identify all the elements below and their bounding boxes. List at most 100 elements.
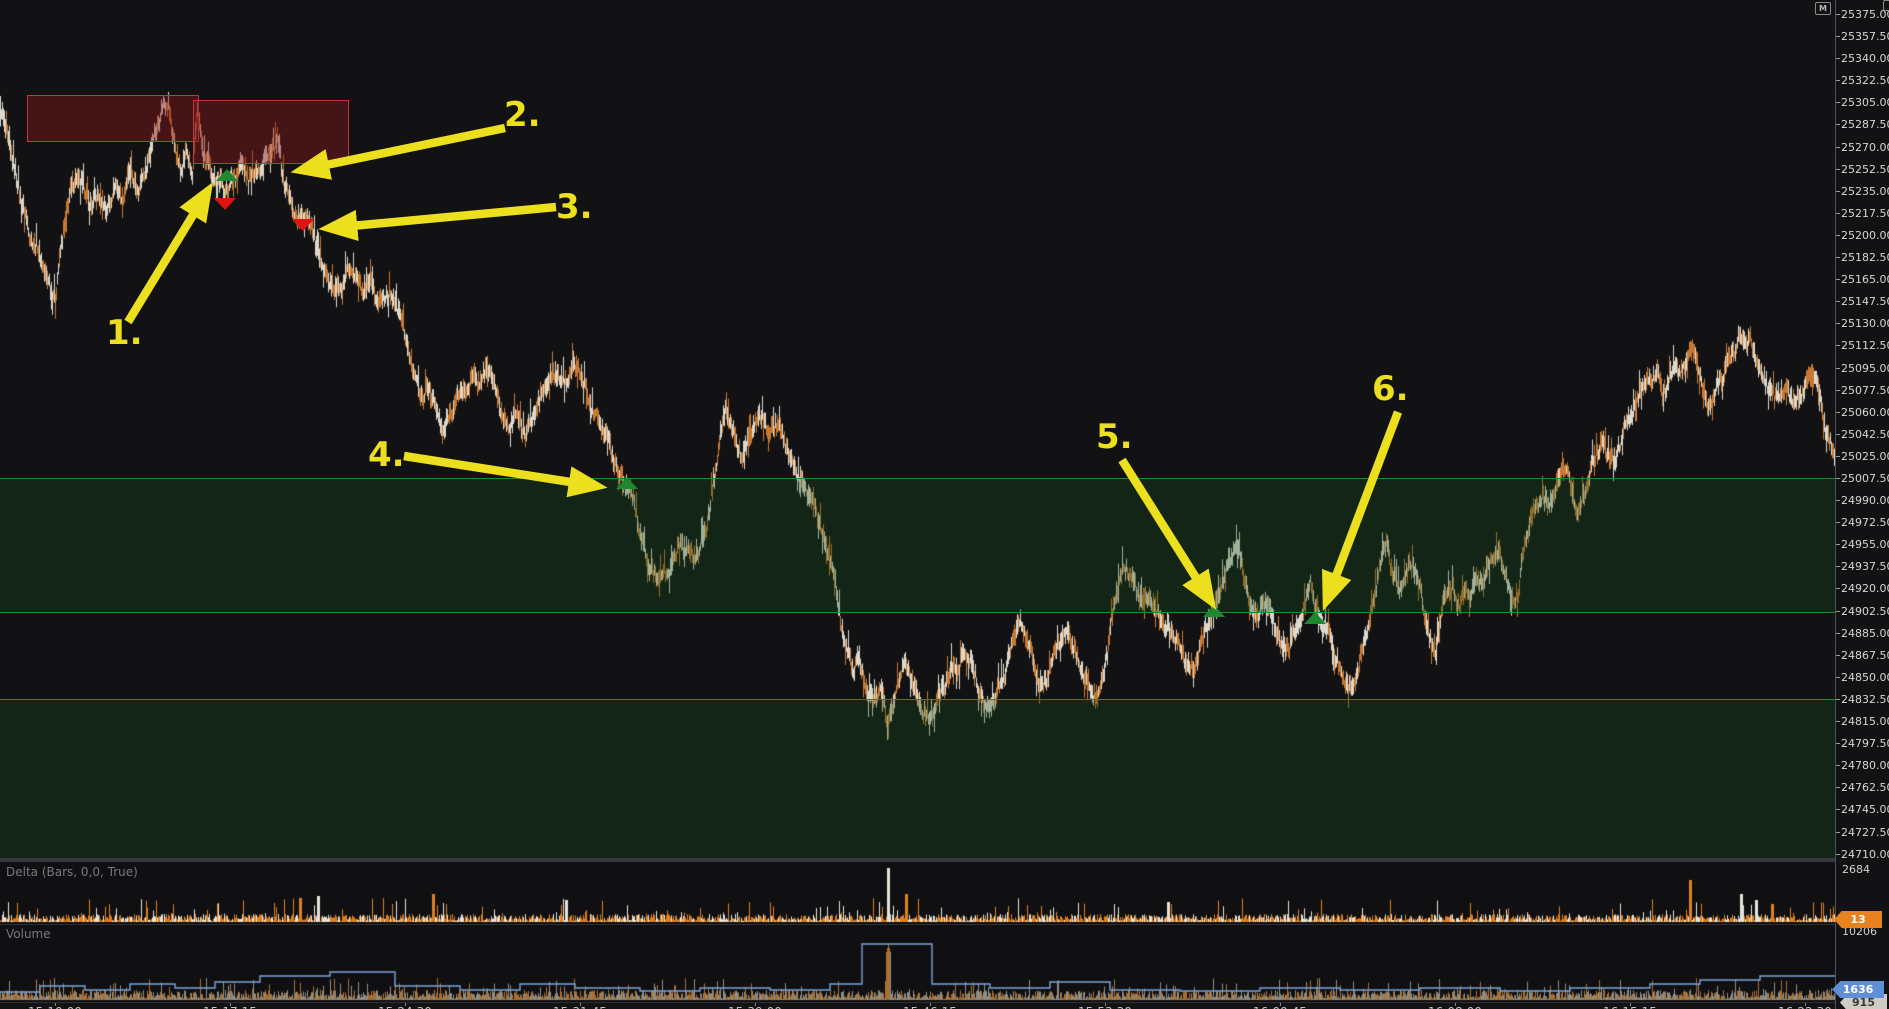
annotation-arrow-5[interactable] <box>1118 457 1217 610</box>
delta-volume-divider[interactable] <box>0 924 1835 925</box>
price-tick-label: 25375.00 <box>1841 8 1889 21</box>
price-tick-mark <box>1836 522 1840 524</box>
time-tick-mark <box>1630 1003 1631 1006</box>
price-tick-label: 25025.00 <box>1841 449 1889 463</box>
price-candles-canvas[interactable] <box>0 0 1835 858</box>
delta-value-badge: 13 <box>1834 911 1882 928</box>
annotation-arrow-3[interactable] <box>318 202 557 242</box>
price-tick-mark <box>1836 632 1840 634</box>
price-tick-label: 25042.50 <box>1841 427 1889 441</box>
price-tick-label: 25147.50 <box>1841 295 1889 309</box>
price-tick-mark <box>1836 323 1840 325</box>
price-tick-label: 25130.00 <box>1841 317 1889 331</box>
buy-marker-icon[interactable] <box>616 477 638 490</box>
price-tick-label: 25287.50 <box>1841 118 1889 132</box>
annotation-label-1[interactable]: 1. <box>106 313 143 353</box>
price-tick-label: 25357.50 <box>1841 30 1889 44</box>
buy-marker-icon[interactable] <box>216 169 238 182</box>
annotation-label-6[interactable]: 6. <box>1372 369 1409 409</box>
price-tick-mark <box>1836 654 1840 656</box>
price-tick-mark <box>1836 831 1840 833</box>
corner-icon[interactable] <box>1883 0 1889 11</box>
price-tick-label: 24867.50 <box>1841 648 1889 662</box>
price-tick-label: 24710.00 <box>1841 847 1889 861</box>
delta-pane[interactable]: Delta (Bars, 0,0, True) <box>0 862 1835 924</box>
price-tick-label: 25305.00 <box>1841 96 1889 110</box>
sell-marker-icon[interactable] <box>292 218 314 231</box>
price-tick-label: 25340.00 <box>1841 52 1889 66</box>
price-tick-mark <box>1836 80 1840 82</box>
price-tick-mark <box>1836 698 1840 700</box>
annotation-label-5[interactable]: 5. <box>1096 417 1133 457</box>
annotation-arrows[interactable] <box>0 0 1835 858</box>
price-tick-label: 24745.00 <box>1841 803 1889 817</box>
price-tick-label: 25270.00 <box>1841 140 1889 154</box>
price-tick-mark <box>1836 566 1840 568</box>
volume-max-value: 10206 <box>1842 925 1877 938</box>
price-tick-mark <box>1836 743 1840 745</box>
annotation-arrow-6[interactable] <box>1322 410 1402 611</box>
price-tick-mark <box>1836 455 1840 457</box>
volume-value-badge: 1636 <box>1832 981 1884 998</box>
price-tick-label: 24727.50 <box>1841 825 1889 839</box>
price-tick-label: 24990.00 <box>1841 494 1889 508</box>
price-tick-label: 24780.00 <box>1841 759 1889 773</box>
time-tick-label: 16:08:00 <box>1428 1006 1482 1009</box>
time-tick-mark <box>1280 1003 1281 1006</box>
price-tick-label: 24797.50 <box>1841 737 1889 751</box>
price-tick-label: 24920.00 <box>1841 582 1889 596</box>
annotation-arrow-4[interactable] <box>403 451 608 498</box>
time-tick-label: 15:10:00 <box>28 1006 82 1009</box>
price-tick-mark <box>1836 610 1840 612</box>
price-tick-label: 25182.50 <box>1841 251 1889 265</box>
price-axis[interactable]: 25375.00 25357.50 25340.00 25322.50 25305.00… <box>1835 0 1889 1009</box>
price-tick-label: 24885.00 <box>1841 626 1889 640</box>
price-tick-mark <box>1836 367 1840 369</box>
price-tick-label: 24955.00 <box>1841 538 1889 552</box>
time-tick-mark <box>1805 1003 1806 1006</box>
price-tick-label: 25095.00 <box>1841 361 1889 375</box>
price-tick-mark <box>1836 544 1840 546</box>
price-tick-mark <box>1836 124 1840 126</box>
price-tick-label: 25165.00 <box>1841 273 1889 287</box>
volume-study-label[interactable]: Volume <box>6 927 51 941</box>
price-tick-mark <box>1836 36 1840 38</box>
price-tick-mark <box>1836 168 1840 170</box>
price-tick-label: 25060.00 <box>1841 405 1889 419</box>
price-tick-mark <box>1836 433 1840 435</box>
delta-study-label[interactable]: Delta (Bars, 0,0, True) <box>6 865 138 879</box>
price-tick-label: 24815.00 <box>1841 715 1889 729</box>
price-tick-mark <box>1836 765 1840 767</box>
delta-max-value: 2684 <box>1842 863 1870 876</box>
time-tick-label: 15:46:15 <box>903 1006 957 1009</box>
time-axis[interactable]: 15:10:00 15:17:15 15:24:30 15:31:45 15:39:00… <box>0 1002 1835 1009</box>
price-tick-mark <box>1836 14 1840 15</box>
price-tick-label: 25217.50 <box>1841 206 1889 220</box>
annotation-label-2[interactable]: 2. <box>504 95 541 135</box>
price-tick-mark <box>1836 102 1840 104</box>
price-tick-label: 25322.50 <box>1841 74 1889 88</box>
price-tick-mark <box>1836 500 1840 502</box>
price-pane[interactable]: 1. 2. 3. 4. 5. 6. M <box>0 0 1835 858</box>
time-tick-label: 15:39:00 <box>728 1006 782 1009</box>
restore-window-icon[interactable]: M <box>1815 2 1831 15</box>
annotation-arrow-1[interactable] <box>124 181 214 325</box>
volume-pane[interactable]: Volume <box>0 925 1835 1002</box>
pane-separator[interactable] <box>0 858 1835 862</box>
buy-marker-icon[interactable] <box>1304 612 1326 625</box>
price-tick-mark <box>1836 212 1840 214</box>
annotation-label-3[interactable]: 3. <box>556 187 593 227</box>
time-tick-label: 16:00:45 <box>1253 1006 1307 1009</box>
time-tick-mark <box>755 1003 756 1006</box>
volume-bars-canvas[interactable] <box>0 925 1835 1002</box>
price-tick-label: 24902.50 <box>1841 604 1889 618</box>
price-tick-mark <box>1836 787 1840 789</box>
time-tick-mark <box>405 1003 406 1006</box>
delta-bars-canvas[interactable] <box>0 862 1835 924</box>
price-tick-label: 24762.50 <box>1841 781 1889 795</box>
annotation-label-4[interactable]: 4. <box>368 435 405 475</box>
annotation-arrow-2[interactable] <box>290 123 506 180</box>
sell-marker-icon[interactable] <box>214 198 236 211</box>
time-tick-mark <box>930 1003 931 1006</box>
price-tick-mark <box>1836 389 1840 391</box>
